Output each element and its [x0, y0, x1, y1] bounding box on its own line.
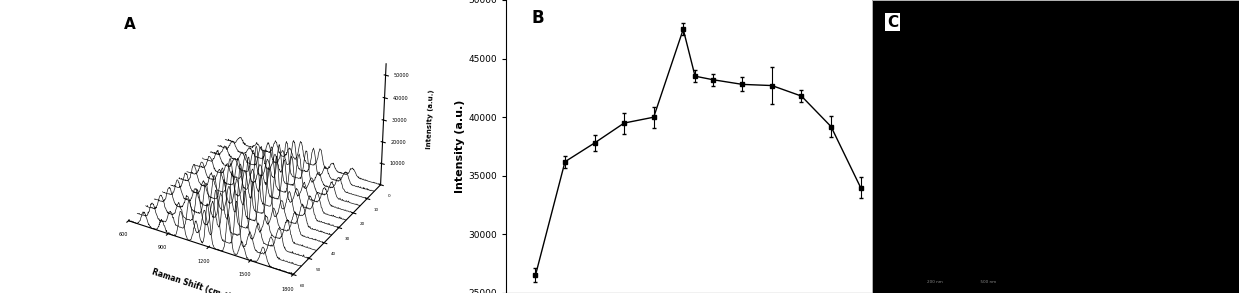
X-axis label: Raman Shift (cm⁻¹): Raman Shift (cm⁻¹): [151, 267, 232, 293]
Text: 200 nm                              500 nm: 200 nm 500 nm: [928, 280, 996, 284]
Y-axis label: Intensity (a.u.): Intensity (a.u.): [455, 100, 466, 193]
Text: C: C: [887, 15, 898, 30]
Text: A: A: [124, 17, 136, 32]
Text: B: B: [532, 9, 544, 27]
